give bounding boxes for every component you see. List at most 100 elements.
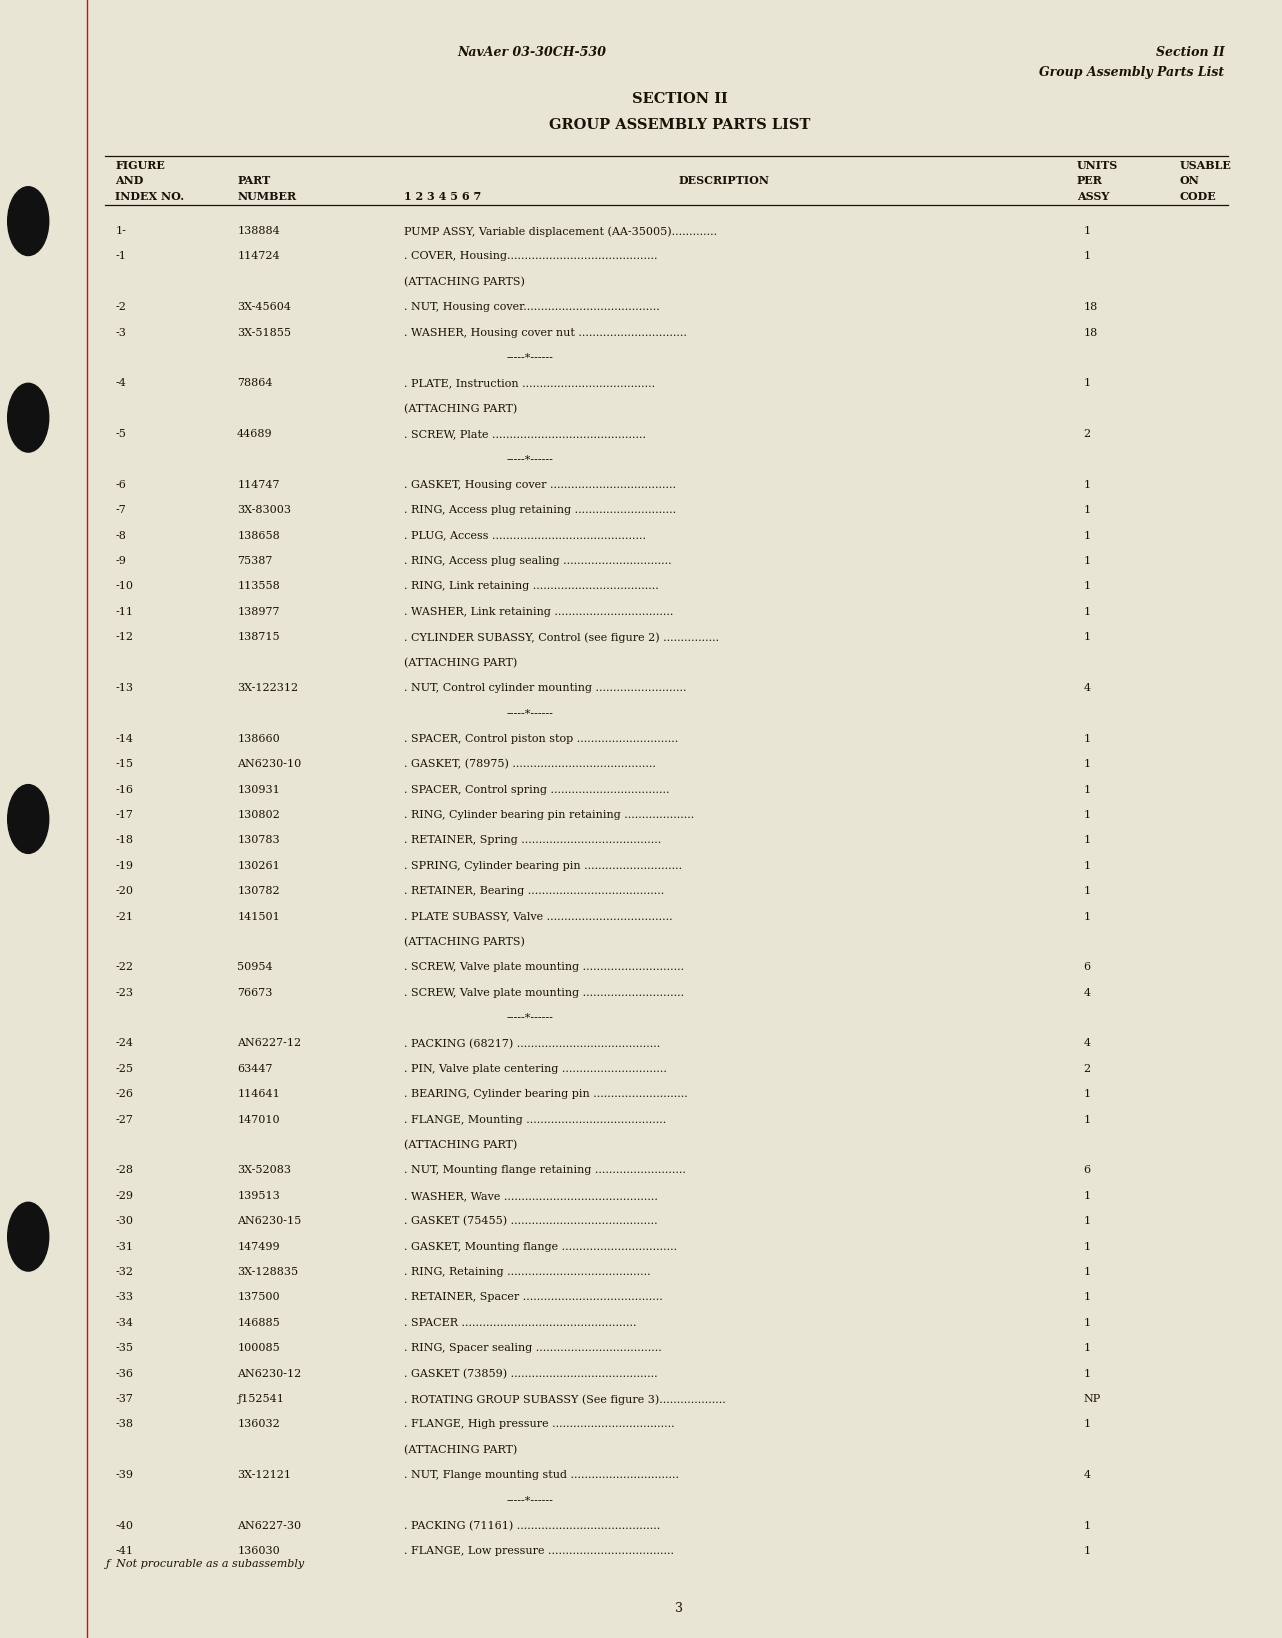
Text: 3X-122312: 3X-122312: [237, 683, 299, 693]
Text: -32: -32: [115, 1268, 133, 1278]
Text: 1: 1: [1083, 862, 1091, 871]
Text: UNITS: UNITS: [1077, 161, 1118, 170]
Text: -40: -40: [115, 1520, 133, 1532]
Text: 114724: 114724: [237, 251, 279, 262]
Text: ƒ152541: ƒ152541: [237, 1394, 285, 1404]
Text: 114641: 114641: [237, 1089, 279, 1099]
Text: 1: 1: [1083, 1191, 1091, 1201]
Text: Group Assembly Parts List: Group Assembly Parts List: [1040, 66, 1224, 79]
Text: 138658: 138658: [237, 531, 279, 541]
Text: -8: -8: [115, 531, 126, 541]
Text: 138884: 138884: [237, 226, 279, 236]
Text: -33: -33: [115, 1292, 133, 1302]
Text: . PACKING (68217) .........................................: . PACKING (68217) ......................…: [404, 1038, 660, 1048]
Text: -6: -6: [115, 480, 126, 490]
Text: . NUT, Housing cover.......................................: . NUT, Housing cover....................…: [404, 301, 659, 313]
Text: 4: 4: [1083, 683, 1091, 693]
Text: 1: 1: [1083, 480, 1091, 490]
Text: . RING, Retaining .........................................: . RING, Retaining ......................…: [404, 1268, 650, 1278]
Text: -17: -17: [115, 809, 133, 821]
Text: (ATTACHING PARTS): (ATTACHING PARTS): [404, 277, 524, 287]
Text: 136030: 136030: [237, 1546, 279, 1556]
Text: -34: -34: [115, 1317, 133, 1328]
Text: -28: -28: [115, 1166, 133, 1176]
Text: 75387: 75387: [237, 557, 273, 567]
Text: 2: 2: [1083, 429, 1091, 439]
Text: AN6230-12: AN6230-12: [237, 1369, 301, 1379]
Text: 138660: 138660: [237, 734, 279, 744]
Text: -16: -16: [115, 785, 133, 794]
Text: 1: 1: [1083, 1520, 1091, 1532]
Text: . RING, Access plug sealing ...............................: . RING, Access plug sealing ............…: [404, 557, 672, 567]
Text: 6: 6: [1083, 1166, 1091, 1176]
Text: Section II: Section II: [1155, 46, 1224, 59]
Text: . WASHER, Wave ............................................: . WASHER, Wave .........................…: [404, 1191, 658, 1201]
Text: 1: 1: [1083, 1419, 1091, 1430]
Text: -21: -21: [115, 911, 133, 922]
Text: 1: 1: [1083, 506, 1091, 516]
Text: -----*------: -----*------: [506, 1495, 554, 1505]
Text: 139513: 139513: [237, 1191, 279, 1201]
Text: . SCREW, Valve plate mounting .............................: . SCREW, Valve plate mounting ..........…: [404, 988, 685, 998]
Text: -10: -10: [115, 581, 133, 591]
Text: 1: 1: [1083, 1114, 1091, 1125]
Text: (ATTACHING PART): (ATTACHING PART): [404, 405, 517, 414]
Text: 1: 1: [1083, 785, 1091, 794]
Text: . NUT, Mounting flange retaining ..........................: . NUT, Mounting flange retaining .......…: [404, 1166, 686, 1176]
Text: . SPACER, Control piston stop .............................: . SPACER, Control piston stop ..........…: [404, 734, 678, 744]
Text: 2: 2: [1083, 1065, 1091, 1075]
Text: FIGURE: FIGURE: [115, 161, 165, 170]
Text: 1: 1: [1083, 608, 1091, 618]
Text: . PACKING (71161) .........................................: . PACKING (71161) ......................…: [404, 1520, 660, 1532]
Text: PUMP ASSY, Variable displacement (AA-35005).............: PUMP ASSY, Variable displacement (AA-350…: [404, 226, 717, 236]
Text: . GASKET, (78975) .........................................: . GASKET, (78975) ......................…: [404, 760, 655, 770]
Text: . SPRING, Cylinder bearing pin ............................: . SPRING, Cylinder bearing pin .........…: [404, 862, 682, 871]
Text: . PLUG, Access ............................................: . PLUG, Access .........................…: [404, 531, 646, 541]
Text: . PLATE, Instruction ......................................: . PLATE, Instruction ...................…: [404, 378, 655, 388]
Text: . NUT, Control cylinder mounting ..........................: . NUT, Control cylinder mounting .......…: [404, 683, 686, 693]
Text: NUMBER: NUMBER: [237, 192, 296, 201]
Text: -5: -5: [115, 429, 126, 439]
Text: 4: 4: [1083, 1038, 1091, 1048]
Text: PART: PART: [237, 175, 271, 187]
Text: AN6230-10: AN6230-10: [237, 760, 301, 770]
Text: SECTION II: SECTION II: [632, 92, 727, 106]
Text: AN6227-30: AN6227-30: [237, 1520, 301, 1532]
Text: -13: -13: [115, 683, 133, 693]
Text: 141501: 141501: [237, 911, 279, 922]
Ellipse shape: [8, 785, 49, 853]
Text: 3X-12121: 3X-12121: [237, 1471, 291, 1481]
Text: -29: -29: [115, 1191, 133, 1201]
Text: 1: 1: [1083, 1215, 1091, 1227]
Text: 1: 1: [1083, 226, 1091, 236]
Text: (ATTACHING PART): (ATTACHING PART): [404, 1445, 517, 1455]
Text: 1: 1: [1083, 809, 1091, 821]
Text: . WASHER, Housing cover nut ...............................: . WASHER, Housing cover nut ............…: [404, 328, 687, 337]
Text: . PLATE SUBASSY, Valve ....................................: . PLATE SUBASSY, Valve .................…: [404, 911, 673, 922]
Text: 4: 4: [1083, 1471, 1091, 1481]
Text: -23: -23: [115, 988, 133, 998]
Text: -25: -25: [115, 1065, 133, 1075]
Text: 3: 3: [676, 1602, 683, 1615]
Text: CODE: CODE: [1179, 192, 1217, 201]
Text: 1: 1: [1083, 581, 1091, 591]
Text: -30: -30: [115, 1215, 133, 1227]
Text: 78864: 78864: [237, 378, 273, 388]
Text: 50954: 50954: [237, 963, 273, 973]
Text: -----*------: -----*------: [506, 1012, 554, 1024]
Text: -----*------: -----*------: [506, 708, 554, 719]
Text: . NUT, Flange mounting stud ...............................: . NUT, Flange mounting stud ............…: [404, 1471, 679, 1481]
Text: -14: -14: [115, 734, 133, 744]
Text: 130931: 130931: [237, 785, 279, 794]
Text: -38: -38: [115, 1419, 133, 1430]
Text: 1: 1: [1083, 734, 1091, 744]
Text: 138977: 138977: [237, 608, 279, 618]
Text: 1: 1: [1083, 911, 1091, 922]
Text: -7: -7: [115, 506, 126, 516]
Text: (ATTACHING PART): (ATTACHING PART): [404, 1140, 517, 1150]
Text: . RING, Link retaining ....................................: . RING, Link retaining .................…: [404, 581, 659, 591]
Text: 3X-51855: 3X-51855: [237, 328, 291, 337]
Text: NavAer 03-30CH-530: NavAer 03-30CH-530: [458, 46, 606, 59]
Text: -1: -1: [115, 251, 126, 262]
Text: USABLE: USABLE: [1179, 161, 1231, 170]
